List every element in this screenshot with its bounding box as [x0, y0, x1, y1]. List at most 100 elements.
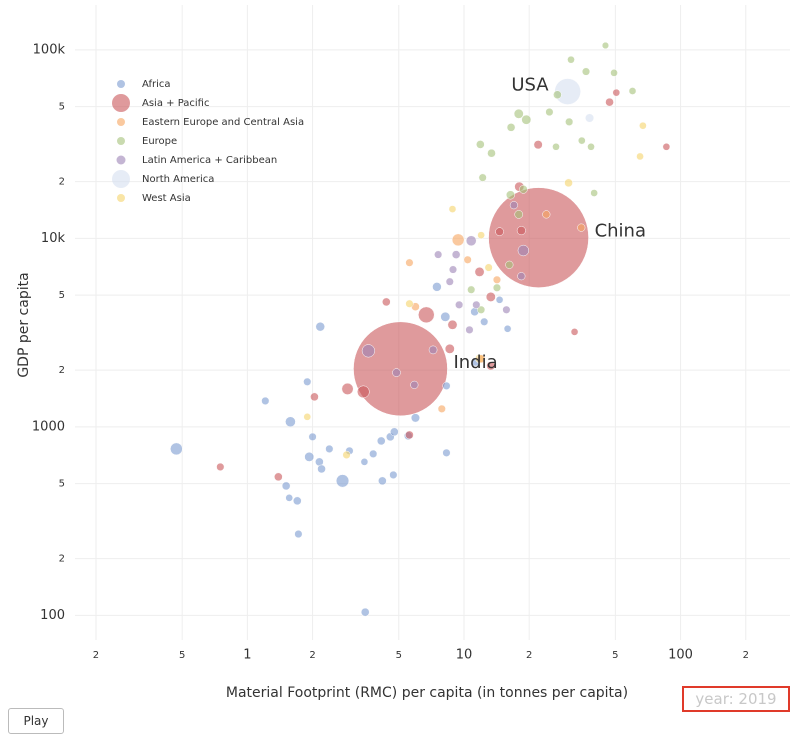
bubble: [437, 404, 446, 413]
bubble: [503, 324, 512, 333]
bubble: [519, 185, 528, 194]
bubble: [542, 210, 551, 219]
bubble: [477, 231, 485, 239]
bubble: [360, 607, 370, 617]
bubble: [274, 472, 283, 482]
legend-label: Africa: [142, 79, 171, 90]
bubble: [552, 142, 560, 151]
bubble: [442, 381, 451, 390]
y-tick-label: 2: [59, 177, 65, 188]
bubble: [315, 321, 325, 332]
bubble: [303, 413, 312, 421]
play-button[interactable]: Play: [8, 708, 64, 734]
x-tick-label: 1: [243, 648, 251, 663]
bubble: [418, 306, 435, 324]
x-axis-title: Material Footprint (RMC) per capita (in …: [226, 685, 628, 701]
bubble: [516, 226, 526, 236]
x-tick-label: 5: [179, 650, 185, 661]
bubble: [521, 114, 532, 125]
bubble: [455, 300, 464, 309]
bubble: [376, 436, 386, 446]
y-axis-title: GDP per capita: [16, 272, 32, 377]
y-tick-label: 10k: [41, 231, 66, 246]
grid: [75, 5, 790, 640]
bubble: [335, 474, 350, 488]
bubble: [474, 266, 485, 277]
legend-label: Latin America + Caribbean: [142, 155, 277, 166]
legend-label: Eastern Europe and Central Asia: [142, 117, 304, 128]
bubble: [281, 481, 291, 491]
legend-label: West Asia: [142, 193, 191, 204]
bubble: [565, 117, 574, 126]
bubble: [485, 292, 496, 302]
x-tick-label: 2: [309, 650, 315, 661]
bubble: [357, 385, 370, 399]
bubble: [341, 382, 354, 395]
bubble: [382, 297, 391, 307]
bubble: [601, 41, 610, 50]
y-tick-label: 5: [59, 479, 65, 490]
bubble: [476, 354, 486, 364]
bubble: [495, 227, 504, 236]
bubble: [451, 250, 461, 259]
bubble: [505, 190, 516, 200]
y-tick-label: 1000: [32, 419, 65, 434]
bubble: [444, 343, 455, 354]
bubble: [428, 345, 438, 355]
y-tick-label: 100: [40, 608, 65, 623]
x-tick-label: 2: [743, 650, 749, 661]
bubble: [487, 148, 496, 158]
x-tick-label: 5: [396, 650, 402, 661]
bubble: [405, 258, 414, 267]
bubble: [448, 265, 458, 274]
annotation: China: [595, 221, 646, 242]
bubble: [636, 152, 644, 161]
legend-marker: [112, 94, 130, 112]
bubble: [294, 529, 303, 539]
bubble: [577, 223, 586, 232]
bubble: [486, 361, 496, 371]
bubble: [467, 285, 476, 294]
bubble: [577, 136, 586, 145]
bubble: [369, 449, 378, 458]
bubble: [480, 317, 489, 326]
bubble: [506, 123, 516, 132]
bubble: [581, 67, 591, 76]
bubble: [492, 275, 502, 284]
bubble: [434, 250, 443, 259]
bubble: [389, 470, 398, 479]
legend-marker: [112, 170, 130, 188]
bubble: [570, 328, 579, 336]
bubble: [216, 462, 225, 471]
bubble: [533, 140, 543, 150]
bubble: [502, 305, 511, 314]
bubble: [405, 430, 414, 440]
legend-label: Europe: [142, 136, 177, 147]
y-tick-label: 100k: [33, 42, 66, 57]
bubble: [308, 432, 317, 441]
bubble: [442, 448, 451, 457]
bubble: [310, 392, 319, 402]
bubble: [463, 255, 472, 264]
bubble: [492, 283, 502, 292]
bubble: [342, 450, 351, 459]
x-tick-label: 10: [456, 648, 473, 663]
bubble: [304, 451, 315, 462]
bubble: [553, 90, 562, 100]
bubble: [285, 494, 294, 502]
bubble: [410, 380, 419, 389]
bubble: [448, 205, 457, 213]
bubble: [317, 464, 326, 474]
bubble: [545, 107, 554, 117]
legend-marker: [116, 155, 126, 165]
bubble: [517, 272, 526, 281]
bubble: [170, 442, 183, 456]
bubble: [465, 235, 477, 247]
bubble: [612, 88, 621, 97]
bubble: [509, 201, 518, 210]
bubble: [477, 305, 486, 314]
bubble: [585, 113, 595, 123]
bubble: [639, 121, 647, 130]
bubble: [451, 233, 465, 247]
y-tick-label: 5: [59, 290, 65, 301]
